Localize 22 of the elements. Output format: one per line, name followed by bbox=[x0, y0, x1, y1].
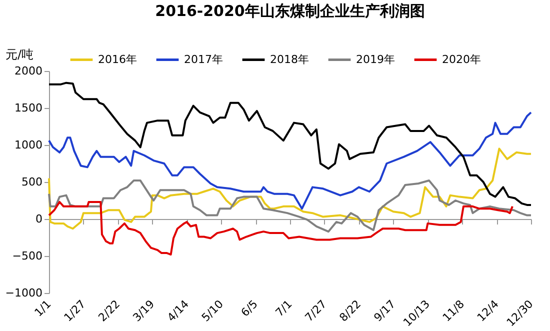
y-tick-label: 0 bbox=[36, 212, 42, 226]
x-tick-label: 1/1 bbox=[32, 298, 54, 320]
y-tick-label: 1000 bbox=[14, 138, 42, 152]
chart-title: 2016-2020年山东煤制企业生产利润图 bbox=[155, 2, 425, 20]
line-series bbox=[48, 82, 532, 206]
x-tick-label: 6/5 bbox=[238, 298, 260, 320]
legend-label: 2019年 bbox=[356, 52, 395, 66]
legend-label: 2017年 bbox=[184, 52, 223, 66]
legend-label: 2016年 bbox=[98, 52, 137, 66]
y-tick-label: 500 bbox=[22, 176, 42, 188]
y-tick-label: 2000 bbox=[14, 64, 42, 78]
legend-label: 2020年 bbox=[442, 52, 481, 66]
x-tick-label: 7/1 bbox=[273, 298, 295, 320]
y-tick-label: −500 bbox=[12, 250, 42, 262]
y-axis-title: 元/吨 bbox=[6, 48, 34, 62]
legend-label: 2018年 bbox=[270, 52, 309, 66]
y-tick-label: −1000 bbox=[5, 286, 42, 300]
line-series bbox=[48, 111, 532, 210]
y-tick-label: 1500 bbox=[14, 102, 42, 114]
line-series bbox=[48, 180, 532, 233]
line-series bbox=[48, 200, 514, 256]
line-series bbox=[48, 148, 532, 230]
